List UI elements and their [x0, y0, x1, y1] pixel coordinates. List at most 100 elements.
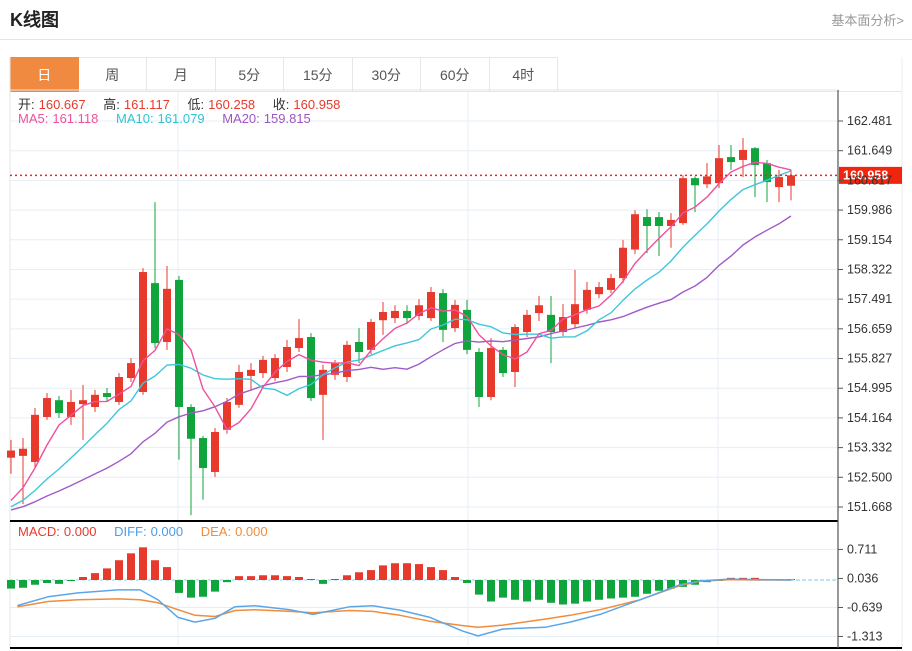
- dea-value: 0.000: [235, 524, 268, 539]
- y-axis-label: 157.491: [847, 292, 892, 306]
- candle-body: [775, 177, 783, 188]
- candle-body: [307, 337, 315, 399]
- candle-body: [367, 322, 375, 350]
- candle-body: [511, 327, 519, 372]
- candle-body: [271, 358, 279, 379]
- macd-bar: [655, 580, 663, 591]
- y-axis-label: 158.322: [847, 262, 892, 276]
- macd-bar: [259, 575, 267, 580]
- tab-15min[interactable]: 15分: [284, 57, 353, 92]
- ma10-label: MA10:: [116, 111, 154, 126]
- candle-body: [259, 359, 267, 374]
- tab-60min[interactable]: 60分: [421, 57, 490, 92]
- tab-4hour[interactable]: 4时: [489, 57, 558, 92]
- macd-bar: [379, 565, 387, 580]
- candle-body: [235, 371, 243, 405]
- macd-bar: [151, 560, 159, 580]
- candle-body: [91, 394, 99, 407]
- macd-bar: [31, 580, 39, 585]
- candle-body: [727, 157, 735, 163]
- candle-body: [415, 305, 423, 316]
- macd-bar: [43, 580, 51, 584]
- macd-bar: [523, 580, 531, 602]
- macd-bar: [667, 580, 675, 589]
- page-title: K线图: [10, 10, 59, 30]
- macd-bar: [727, 577, 735, 580]
- tab-month[interactable]: 月: [147, 57, 216, 92]
- macd-bar: [739, 577, 747, 580]
- macd-bar: [115, 560, 123, 580]
- candle-body: [163, 288, 171, 343]
- macd-bar: [691, 580, 699, 585]
- y-axis-label: 153.332: [847, 441, 892, 455]
- macd-bar: [319, 580, 327, 584]
- tab-day[interactable]: 日: [10, 57, 79, 92]
- macd-bar: [91, 573, 99, 580]
- candle-body: [499, 349, 507, 374]
- candle-body: [667, 219, 675, 226]
- macd-bar: [595, 580, 603, 600]
- candle-body: [319, 369, 327, 395]
- close-label: 收:: [272, 97, 290, 112]
- tab-30min[interactable]: 30分: [352, 57, 421, 92]
- y-axis-label: 162.481: [847, 114, 892, 128]
- candle-body: [55, 400, 63, 414]
- macd-bar: [127, 553, 135, 580]
- macd-bar: [19, 580, 27, 588]
- macd-bar: [331, 579, 339, 580]
- candle-body: [139, 272, 147, 392]
- macd-bar: [643, 580, 651, 594]
- candle-body: [355, 342, 363, 353]
- macd-bar: [475, 580, 483, 595]
- macd-bar: [499, 580, 507, 598]
- macd-bar: [67, 580, 75, 581]
- macd-axis-label: -0.639: [847, 600, 882, 614]
- candle-body: [487, 348, 495, 397]
- macd-bar: [487, 580, 495, 602]
- candle-body: [631, 214, 639, 250]
- diff-label: DIFF:: [114, 524, 147, 539]
- tab-5min[interactable]: 5分: [215, 57, 284, 92]
- macd-bar: [163, 567, 171, 580]
- macd-bar: [55, 580, 63, 584]
- candle-body: [655, 217, 663, 226]
- candle-body: [115, 376, 123, 402]
- candle-body: [295, 338, 303, 349]
- tab-week[interactable]: 周: [78, 57, 147, 92]
- candle-body: [751, 148, 759, 165]
- candle-body: [739, 149, 747, 160]
- candle-body: [67, 401, 75, 417]
- macd-bar: [751, 577, 759, 580]
- macd-bar: [511, 580, 519, 600]
- candle-body: [583, 289, 591, 310]
- low-value: 160.258: [208, 97, 256, 112]
- diff-line: [17, 578, 792, 637]
- macd-value: 0.000: [63, 524, 97, 539]
- macd-bar: [583, 580, 591, 602]
- macd-bar: [703, 580, 711, 583]
- period-tabbar: 日 周 月 5分 15分 30分 60分 4时: [10, 57, 902, 92]
- y-axis-label: 159.154: [847, 233, 892, 247]
- macd-bar: [403, 563, 411, 580]
- candle-body: [535, 305, 543, 314]
- candle-body: [331, 363, 339, 375]
- open-label: 开:: [18, 97, 35, 112]
- candle-body: [787, 175, 795, 186]
- low-label: 低:: [187, 97, 205, 112]
- y-axis-label: 160.817: [847, 173, 892, 187]
- macd-bar: [415, 564, 423, 580]
- macd-bar: [451, 576, 459, 580]
- fundamental-analysis-link[interactable]: 基本面分析>: [831, 13, 904, 28]
- macd-bar: [211, 580, 219, 592]
- macd-bar: [715, 580, 723, 581]
- candle-body: [151, 283, 159, 344]
- candle-body: [679, 178, 687, 224]
- ma-readout: MA5: 161.118 MA10: 161.079 MA20: 159.815: [18, 111, 315, 126]
- macd-bar: [307, 579, 315, 580]
- ma20-value: 159.815: [263, 111, 311, 126]
- candle-body: [247, 369, 255, 376]
- ma5-line: [10, 161, 792, 501]
- macd-axis-label: 0.711: [847, 542, 877, 556]
- ma5-label: MA5:: [18, 111, 49, 126]
- macd-bar: [427, 567, 435, 580]
